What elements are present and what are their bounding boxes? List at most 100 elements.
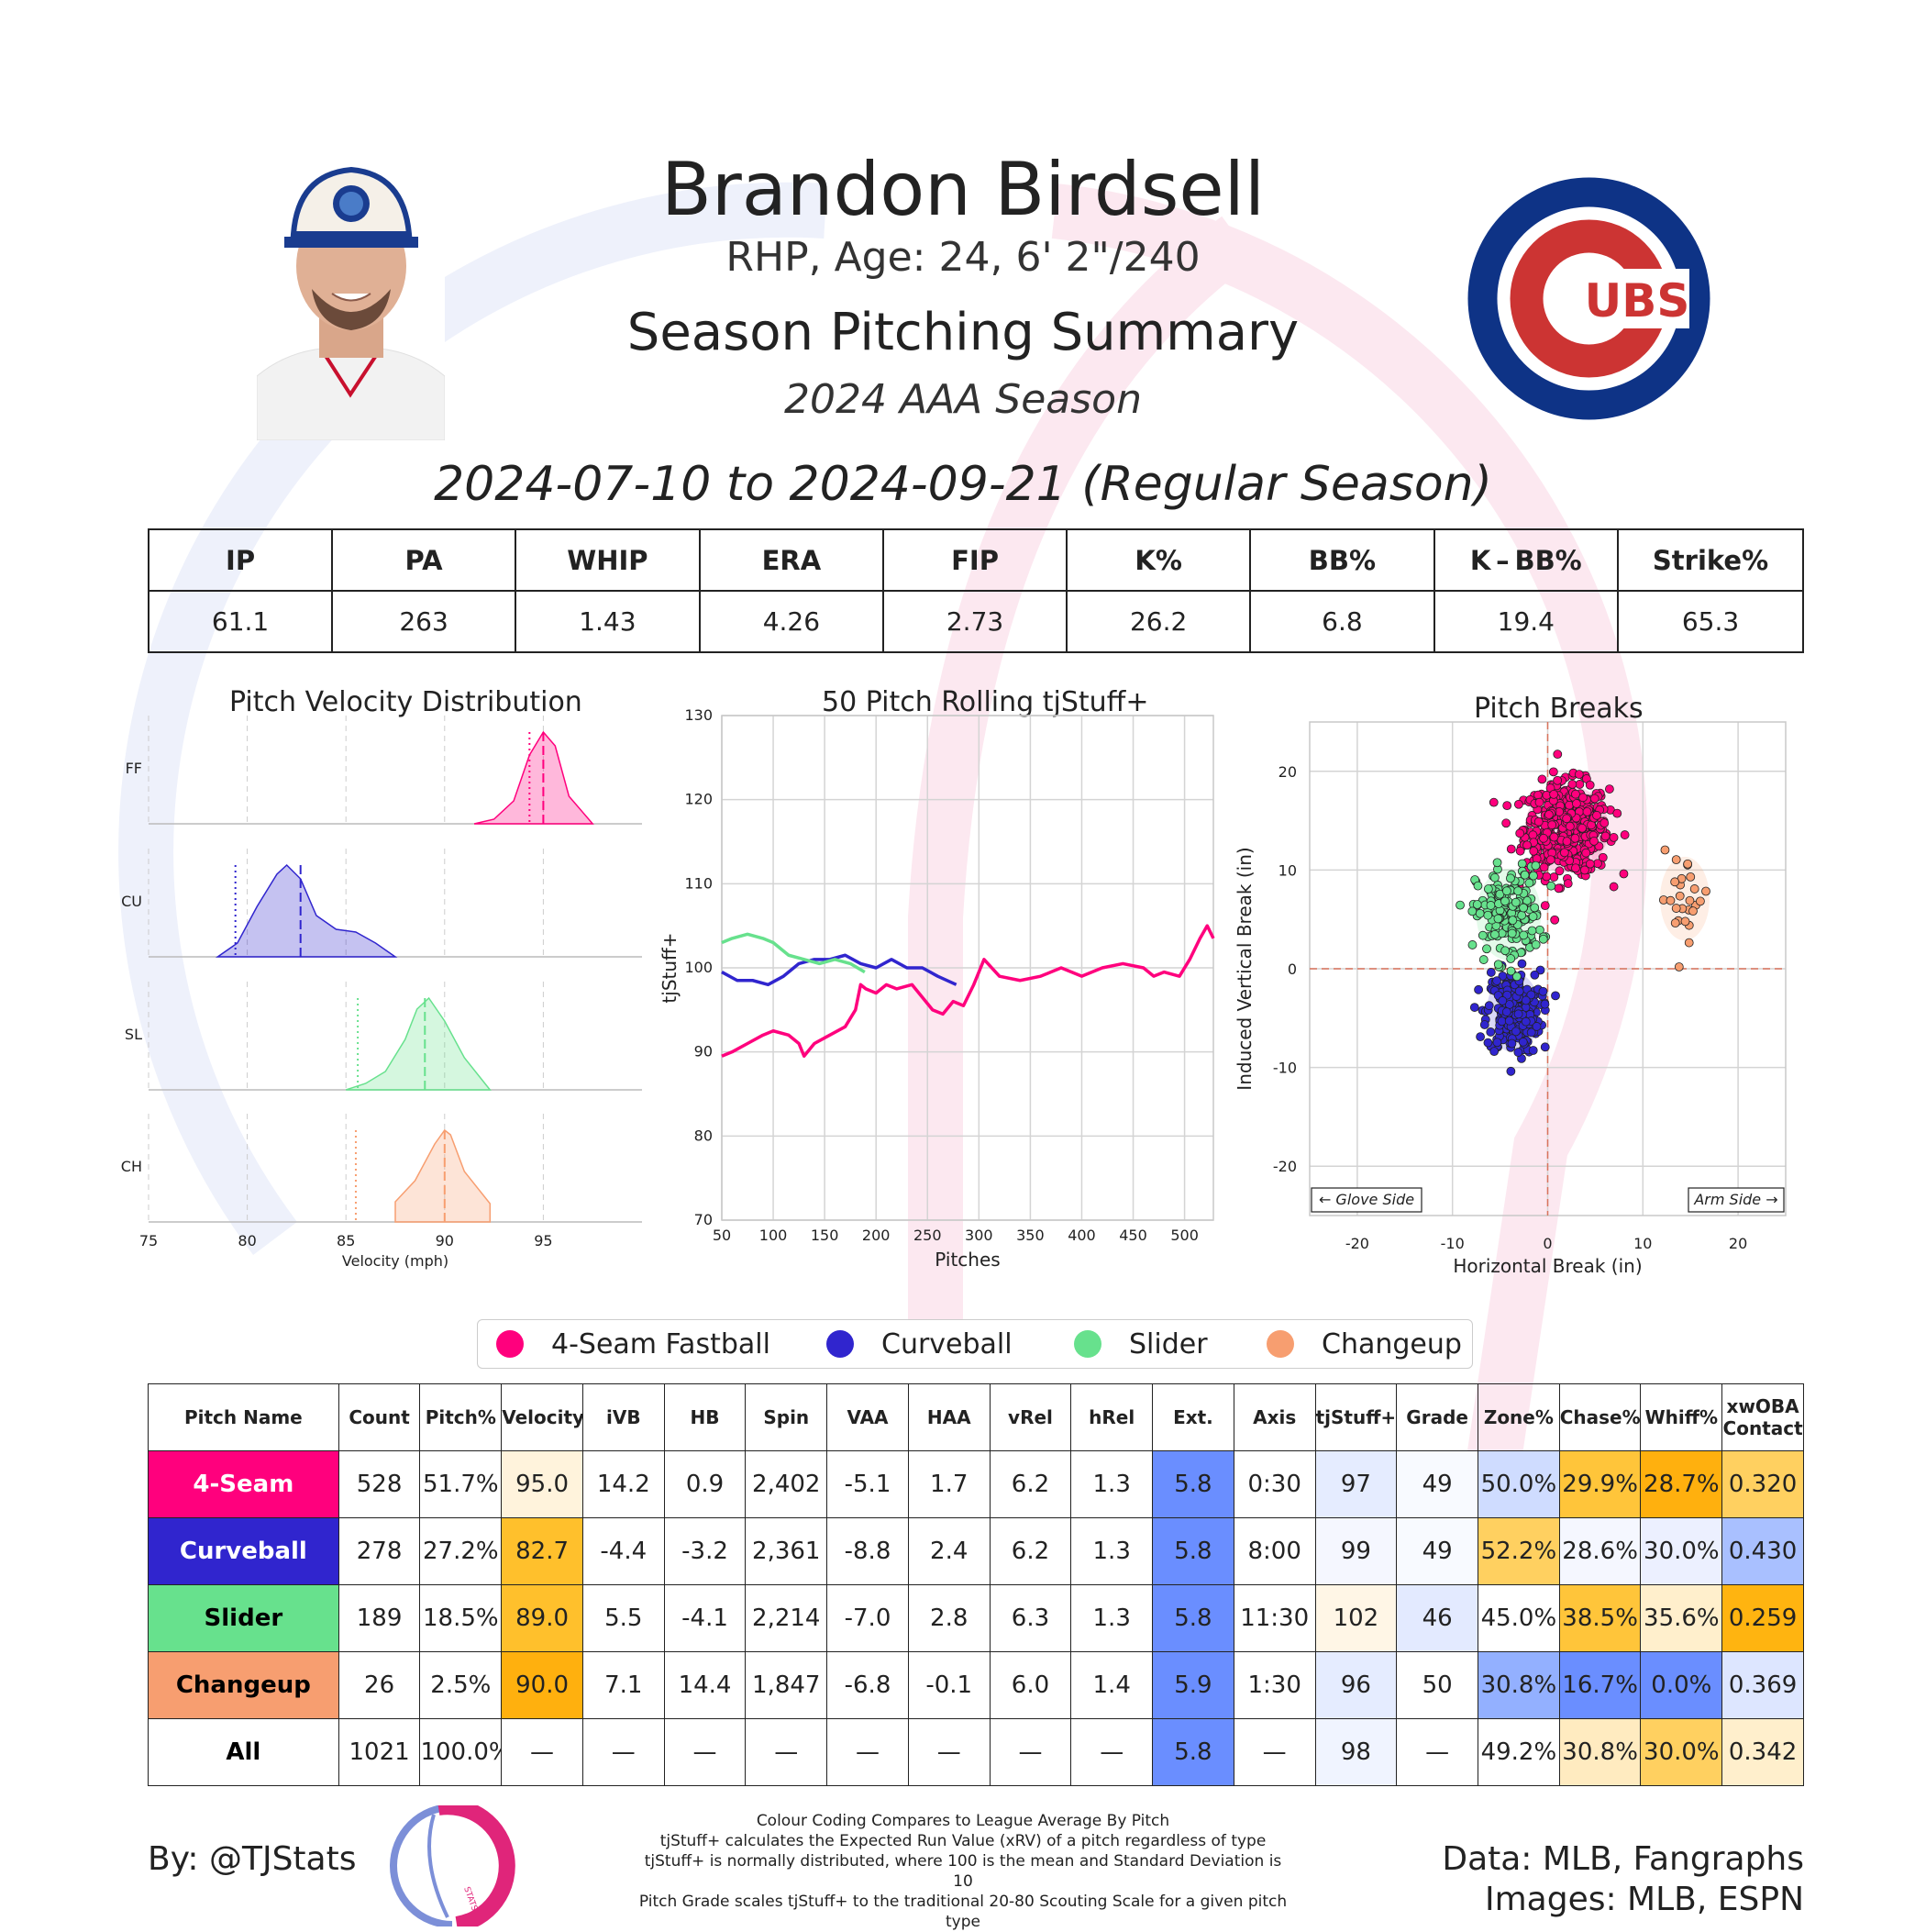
footnotes: Colour Coding Compares to League Average…	[633, 1811, 1293, 1932]
pitch-table-header: HB	[663, 1383, 747, 1451]
pitch-point-cu	[1535, 965, 1545, 975]
pitch-point-ff	[1581, 848, 1591, 858]
pitch-table-cell: 1,847	[745, 1651, 828, 1719]
pitch-table-cell: -0.1	[907, 1651, 991, 1719]
pitch-table-header: Pitch%	[419, 1383, 503, 1451]
pitch-point-ff	[1545, 855, 1555, 865]
pitch-point-sl	[1511, 972, 1522, 982]
pitch-table-cell: 50	[1396, 1651, 1478, 1719]
pitch-table-row: Changeup 26 2.5% 90.0 7.1 14.4 1,847 -6.8 -0.1 6.…	[148, 1651, 1804, 1719]
pitch-point-ff	[1578, 793, 1588, 803]
pitch-name-cell: All	[148, 1718, 339, 1786]
pitch-point-ff	[1574, 770, 1584, 780]
pitch-point-ff	[1544, 810, 1554, 819]
x-tick-label: 80	[238, 1232, 256, 1249]
pitch-table-header: vRel	[989, 1383, 1072, 1451]
pitch-point-ff	[1562, 837, 1572, 847]
pitch-table-header: xwOBA Contact	[1721, 1383, 1804, 1451]
pitch-row-label: FF	[126, 760, 142, 777]
pitch-table-cell: 95.0	[501, 1450, 583, 1518]
pitch-table-cell: 98	[1314, 1718, 1398, 1786]
pitch-table-cell: 49	[1396, 1450, 1478, 1518]
pitch-point-cu	[1514, 986, 1524, 996]
pitch-point-sl	[1478, 930, 1488, 940]
pitch-point-sl	[1506, 966, 1516, 976]
pitch-point-cu	[1513, 1009, 1523, 1019]
pitch-point-ff	[1562, 814, 1572, 824]
pitch-point-sl	[1517, 859, 1527, 869]
legend-marker-fastball	[496, 1330, 524, 1358]
pitch-point-ch	[1685, 895, 1695, 905]
team-logo: UBS	[1467, 177, 1710, 420]
pitch-table-cell: 189	[338, 1584, 421, 1652]
pitch-table-cell: 6.0	[989, 1651, 1072, 1719]
x-tick-label: 75	[139, 1232, 158, 1249]
pitch-table-cell: 46	[1396, 1584, 1478, 1652]
pitch-point-sl	[1511, 897, 1521, 907]
pitch-point-sl	[1483, 884, 1493, 894]
pitch-point-sl	[1490, 929, 1500, 939]
x-tick-label: 350	[1016, 1227, 1045, 1244]
pitch-point-sl	[1506, 873, 1515, 883]
plot-frame	[721, 715, 1214, 1221]
pitch-point-sl	[1475, 908, 1485, 918]
pitch-point-sl	[1519, 930, 1529, 940]
pitch-point-ff	[1565, 800, 1574, 810]
pitch-point-ff	[1571, 863, 1580, 873]
pitch-arsenal-table: Pitch Name Count Pitch% Velocity iVB HB Spin VA…	[148, 1383, 1804, 1786]
pitch-point-ff	[1567, 779, 1577, 789]
pitch-table-cell: 11:30	[1233, 1584, 1316, 1652]
velocity-distribution-chart: FF CU SL CH 75 80 85 90 95 Velocity (mph)	[121, 716, 642, 1270]
pitch-point-ff	[1547, 820, 1557, 830]
pitch-point-ff	[1548, 767, 1558, 777]
pitch-point-cu	[1474, 984, 1483, 994]
pitch-table-cell: 1.3	[1070, 1450, 1154, 1518]
y-tick-label: 90	[694, 1043, 713, 1060]
pitch-table-row: Curveball 278 27.2% 82.7 -4.4 -3.2 2,361 -8.8 2.…	[148, 1517, 1804, 1585]
pitch-point-ff	[1506, 844, 1516, 854]
pitch-point-cu	[1513, 1048, 1523, 1057]
pitch-table-cell: —	[1070, 1718, 1154, 1786]
y-axis-label: Induced Vertical Break (in)	[1234, 847, 1256, 1090]
y-tick-label: -20	[1273, 1158, 1297, 1175]
pitch-table-cell: -5.1	[826, 1450, 909, 1518]
pitch-point-ch	[1660, 845, 1670, 855]
pitch-table-cell: 50.0%	[1478, 1450, 1560, 1518]
stat-value: 19.4	[1433, 590, 1620, 653]
legend-label: Curveball	[881, 1327, 1013, 1360]
pitch-table-header: Zone%	[1478, 1383, 1560, 1451]
pitch-point-ch	[1701, 886, 1710, 896]
stat-header: IP	[147, 528, 334, 592]
pitch-point-sl	[1506, 954, 1516, 963]
x-tick-label: 20	[1729, 1235, 1747, 1252]
pitch-point-ch	[1684, 938, 1694, 948]
arm-side-box	[1688, 1187, 1785, 1213]
x-tick-label: 100	[759, 1227, 788, 1244]
pitch-point-ch	[1674, 962, 1684, 972]
pitch-table-cell: 5.9	[1152, 1651, 1234, 1719]
pitch-point-sl	[1482, 944, 1491, 954]
pitch-row-label: CU	[121, 893, 142, 910]
density-area-ff	[473, 730, 594, 825]
y-tick-label: 20	[1278, 763, 1297, 781]
stat-value: 26.2	[1066, 590, 1252, 653]
tjstats-logo: STATS	[390, 1805, 515, 1926]
pitch-point-cu	[1479, 1020, 1489, 1029]
rolling-chart-title: 50 Pitch Rolling tjStuff+	[822, 686, 1149, 718]
pitch-table-header: iVB	[581, 1383, 665, 1451]
pitch-point-ff	[1540, 901, 1550, 911]
pitch-table-cell: 2.8	[907, 1584, 991, 1652]
pitch-point-sl	[1531, 939, 1541, 949]
pitch-table-cell: —	[989, 1718, 1072, 1786]
legend-label: Changeup	[1322, 1327, 1462, 1360]
pitch-table-cell: 100.0%	[419, 1718, 503, 1786]
x-tick-label: 95	[534, 1232, 552, 1249]
pitch-point-ff	[1620, 830, 1630, 839]
pitch-point-ff	[1612, 808, 1622, 818]
pitch-point-ff	[1515, 846, 1525, 856]
rolling-line-cu	[721, 953, 957, 987]
pitch-point-ff	[1534, 797, 1544, 807]
pitch-table-cell: —	[745, 1718, 828, 1786]
pitch-point-cu	[1526, 1027, 1536, 1038]
pitch-point-cu	[1486, 1027, 1496, 1037]
